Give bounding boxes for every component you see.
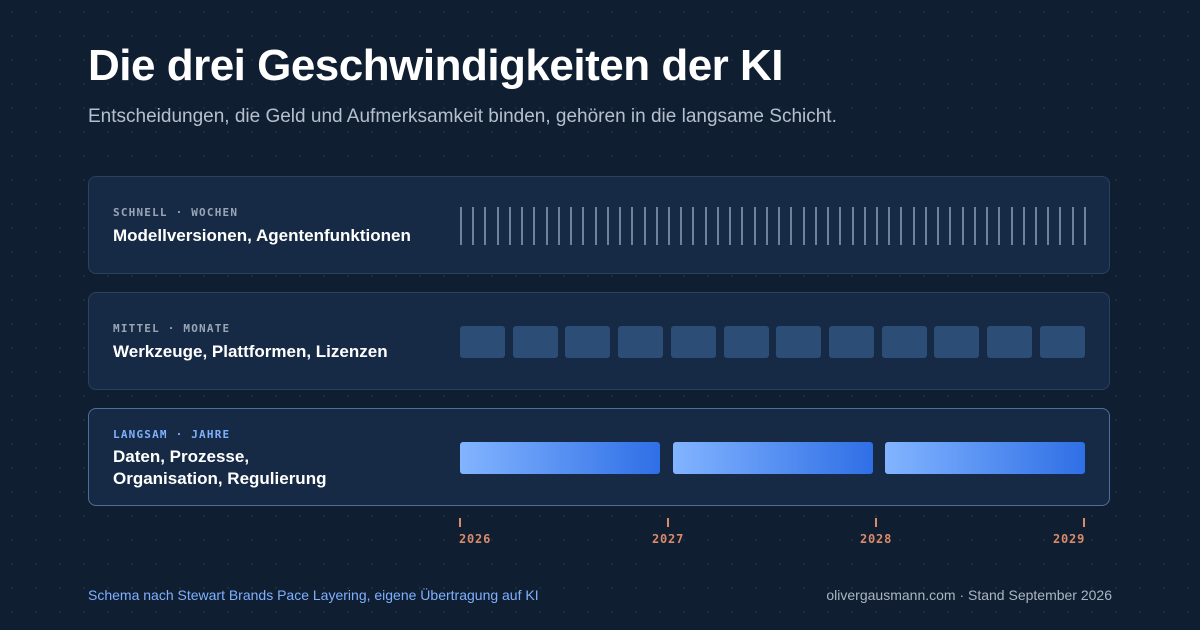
week-tick [594,207,597,245]
month-block [723,326,769,358]
week-tick [1071,207,1074,245]
week-tick [1083,207,1086,245]
week-tick [863,207,866,245]
week-tick [753,207,756,245]
week-tick [484,207,487,245]
footer-credit: olivergausmann.com · Stand September 202… [826,587,1112,603]
layer-medium: MITTEL · MONATE Werkzeuge, Plattformen, … [88,292,1110,390]
year-mark [667,518,669,527]
month-block [1039,326,1085,358]
year-bar [460,442,660,474]
week-tick [508,207,511,245]
week-tick [790,207,793,245]
week-tick [1022,207,1025,245]
week-tick [986,207,989,245]
month-block [618,326,664,358]
year-mark [875,518,877,527]
month-block [987,326,1033,358]
week-tick [704,207,707,245]
week-tick [741,207,744,245]
month-block [670,326,716,358]
week-tick [998,207,1001,245]
month-block [512,326,558,358]
year-label: 2029 [1053,532,1086,546]
week-tick [533,207,536,245]
month-block [565,326,611,358]
week-tick [582,207,585,245]
week-tick [961,207,964,245]
footer-source: Schema nach Stewart Brands Pace Layering… [88,587,539,603]
week-tick [802,207,805,245]
week-tick [875,207,878,245]
week-tick [973,207,976,245]
week-tick [496,207,499,245]
week-tick [1047,207,1050,245]
layer-slow-description: Daten, Prozesse, Organisation, Regulieru… [113,447,327,488]
week-tick [606,207,609,245]
week-tick [937,207,940,245]
yearly-bars [460,442,1085,474]
week-tick [545,207,548,245]
week-tick [557,207,560,245]
month-block [829,326,875,358]
week-tick [888,207,891,245]
layer-medium-tag: MITTEL · MONATE [113,322,231,335]
year-label: 2028 [860,532,893,546]
week-tick [729,207,732,245]
year-label: 2026 [459,532,492,546]
layer-fast: SCHNELL · WOCHEN Modellversionen, Agente… [88,176,1110,274]
week-tick [680,207,683,245]
week-tick [1059,207,1062,245]
week-tick [1035,207,1038,245]
layer-fast-description: Modellversionen, Agentenfunktionen [113,226,411,245]
week-tick [924,207,927,245]
week-tick [667,207,670,245]
week-tick [472,207,475,245]
week-tick [521,207,524,245]
year-bar [672,442,873,474]
month-block [460,326,505,358]
monthly-blocks [460,326,1085,358]
layer-fast-tag: SCHNELL · WOCHEN [113,206,239,219]
weekly-ticks [460,207,1086,245]
year-bar [885,442,1085,474]
week-tick [716,207,719,245]
week-tick [827,207,830,245]
week-tick [460,207,462,245]
layer-slow-tag: LANGSAM · JAHRE [113,428,231,441]
layer-medium-description: Werkzeuge, Plattformen, Lizenzen [113,342,388,361]
week-tick [839,207,842,245]
page-subtitle: Entscheidungen, die Geld und Aufmerksamk… [88,106,837,127]
year-mark [1083,518,1085,527]
week-tick [851,207,854,245]
week-tick [778,207,781,245]
week-tick [765,207,768,245]
week-tick [631,207,634,245]
layer-slow: LANGSAM · JAHRE Daten, Prozesse, Organis… [88,408,1110,506]
year-label: 2027 [652,532,685,546]
week-tick [619,207,622,245]
week-tick [949,207,952,245]
week-tick [692,207,695,245]
page-title: Die drei Geschwindigkeiten der KI [88,41,784,90]
week-tick [643,207,646,245]
week-tick [570,207,573,245]
week-tick [814,207,817,245]
week-tick [1010,207,1013,245]
month-block [776,326,822,358]
month-block [934,326,980,358]
week-tick [900,207,903,245]
week-tick [655,207,658,245]
year-mark [459,518,461,527]
timeline-axis: 2026 2027 2028 2029 [0,518,1200,558]
week-tick [912,207,915,245]
month-block [881,326,927,358]
